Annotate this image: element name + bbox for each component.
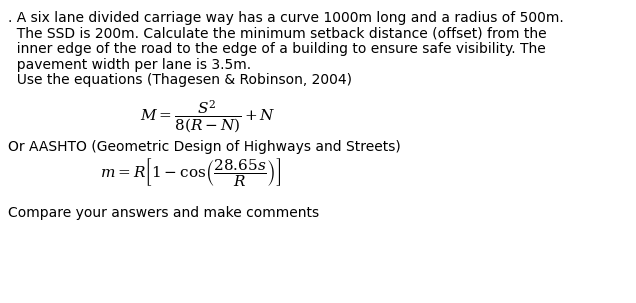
Text: . A six lane divided carriage way has a curve 1000m long and a radius of 500m.: . A six lane divided carriage way has a … [8,11,563,25]
Text: pavement width per lane is 3.5m.: pavement width per lane is 3.5m. [8,58,251,72]
Text: Compare your answers and make comments: Compare your answers and make comments [8,207,319,221]
Text: $M = \dfrac{S^2}{8(R - N)} + N$: $M = \dfrac{S^2}{8(R - N)} + N$ [140,98,275,135]
Text: inner edge of the road to the edge of a building to ensure safe visibility. The: inner edge of the road to the edge of a … [8,42,546,56]
Text: The SSD is 200m. Calculate the minimum setback distance (offset) from the: The SSD is 200m. Calculate the minimum s… [8,26,546,41]
Text: Or AASHTO (Geometric Design of Highways and Streets): Or AASHTO (Geometric Design of Highways … [8,141,401,155]
Text: $m = R\left[1 - \cos\!\left(\dfrac{28.65s}{R}\right)\right]$: $m = R\left[1 - \cos\!\left(\dfrac{28.65… [100,157,281,188]
Text: Use the equations (Thagesen & Robinson, 2004): Use the equations (Thagesen & Robinson, … [8,73,352,87]
